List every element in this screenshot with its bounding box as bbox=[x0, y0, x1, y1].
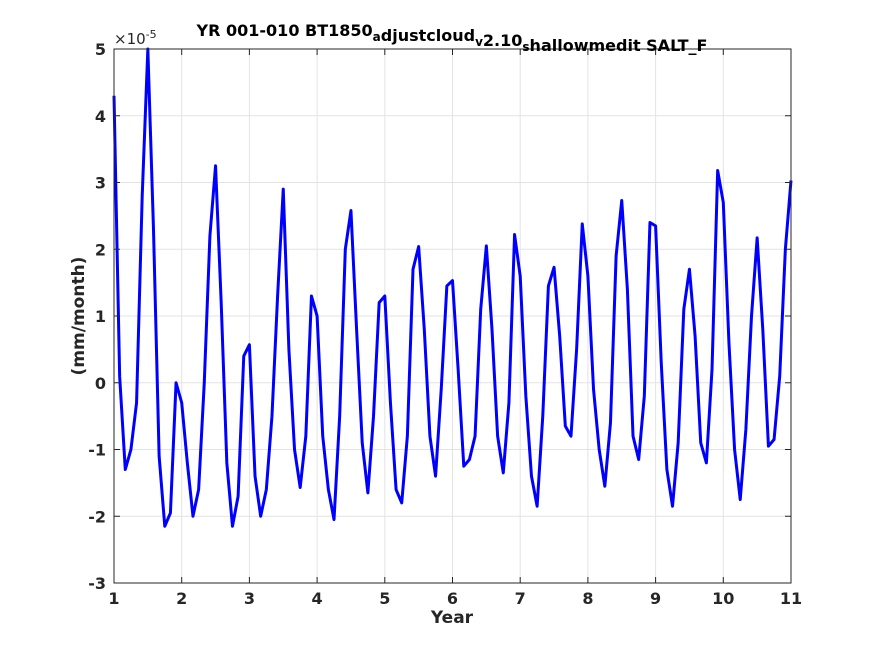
x-tick-label: 1 bbox=[108, 589, 119, 608]
x-tick-label: 8 bbox=[582, 589, 593, 608]
x-axis-title: Year bbox=[430, 608, 474, 628]
y-tick-label: 4 bbox=[95, 107, 106, 126]
y-tick-label: 0 bbox=[95, 374, 106, 393]
y-tick-label: -1 bbox=[88, 441, 106, 460]
title-subscript: a bbox=[373, 30, 381, 44]
y-tick-label: -3 bbox=[88, 574, 106, 593]
title-segment: djustcloud bbox=[381, 26, 475, 45]
x-tick-label: 2 bbox=[176, 589, 187, 608]
y-axis-title: (mm/month) bbox=[69, 257, 89, 376]
axis-ticks bbox=[113, 48, 792, 584]
y-tick-label: 5 bbox=[95, 40, 106, 59]
x-tick-label: 5 bbox=[379, 589, 390, 608]
x-tick-label: 3 bbox=[244, 589, 255, 608]
x-tick-label: 6 bbox=[447, 589, 458, 608]
y-tick-labels: -3 -2 -1 0 1 2 3 4 5 bbox=[88, 40, 106, 593]
y-tick-label: 3 bbox=[95, 174, 106, 193]
y-tick-label: -2 bbox=[88, 507, 106, 526]
y-tick-label: 2 bbox=[95, 240, 106, 259]
x-tick-label: 9 bbox=[650, 589, 661, 608]
x-tick-label: 7 bbox=[515, 589, 526, 608]
x-tick-label: 10 bbox=[712, 589, 734, 608]
x-tick-label: 11 bbox=[780, 589, 802, 608]
title-segment: YR 001-010 BT1850 bbox=[196, 21, 373, 40]
data-layer bbox=[112, 47, 793, 528]
x-tick-label: 4 bbox=[312, 589, 323, 608]
title-segment: 2.10 bbox=[483, 31, 522, 50]
y-tick-label: 1 bbox=[95, 307, 106, 326]
chart-title: YR 001-010 BT1850adjustcloudv2.10shallow… bbox=[196, 21, 708, 55]
series-line bbox=[112, 47, 793, 528]
title-subscript: s bbox=[522, 40, 529, 54]
title-segment: hallowmedit SALT_F bbox=[530, 36, 708, 55]
y-multiplier-exponent: -5 bbox=[146, 28, 157, 41]
y-axis-multiplier: ×10-5 bbox=[114, 28, 157, 48]
title-subscript: v bbox=[475, 35, 483, 49]
x-tick-labels: 1 2 3 4 5 6 7 8 9 10 11 bbox=[108, 589, 802, 608]
y-multiplier-base: ×10 bbox=[114, 30, 146, 48]
